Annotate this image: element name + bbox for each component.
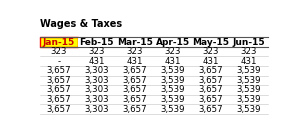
- Text: 3,657: 3,657: [46, 95, 71, 104]
- Text: Feb-15: Feb-15: [80, 38, 114, 47]
- Text: 3,657: 3,657: [46, 66, 71, 75]
- Text: 3,657: 3,657: [198, 85, 223, 94]
- Text: 3,539: 3,539: [160, 85, 185, 94]
- Text: 3,657: 3,657: [46, 85, 71, 94]
- Text: 3,303: 3,303: [85, 95, 109, 104]
- Text: Wages & Taxes: Wages & Taxes: [40, 19, 122, 29]
- Text: 431: 431: [164, 57, 181, 66]
- Text: 3,657: 3,657: [198, 104, 223, 114]
- Text: 3,539: 3,539: [236, 76, 261, 85]
- Text: 431: 431: [88, 57, 105, 66]
- Text: 3,539: 3,539: [236, 104, 261, 114]
- Text: 3,657: 3,657: [122, 95, 147, 104]
- Text: 3,539: 3,539: [160, 76, 185, 85]
- Text: 3,657: 3,657: [122, 104, 147, 114]
- Text: 323: 323: [127, 47, 143, 56]
- Text: 3,657: 3,657: [198, 66, 223, 75]
- Bar: [192, 37, 230, 47]
- Text: 3,303: 3,303: [85, 66, 109, 75]
- Text: 431: 431: [240, 57, 257, 66]
- Text: 3,539: 3,539: [160, 66, 185, 75]
- Text: 3,303: 3,303: [85, 85, 109, 94]
- Text: 3,657: 3,657: [198, 95, 223, 104]
- Text: 3,657: 3,657: [122, 85, 147, 94]
- Text: 3,539: 3,539: [160, 95, 185, 104]
- Text: 323: 323: [164, 47, 181, 56]
- Text: 3,539: 3,539: [236, 66, 261, 75]
- Text: Mar-15: Mar-15: [117, 38, 153, 47]
- Text: 3,657: 3,657: [122, 76, 147, 85]
- Text: 3,303: 3,303: [85, 104, 109, 114]
- Text: 431: 431: [202, 57, 219, 66]
- Text: 3,539: 3,539: [236, 85, 261, 94]
- Text: May-15: May-15: [192, 38, 229, 47]
- Text: Apr-15: Apr-15: [156, 38, 190, 47]
- Text: 323: 323: [88, 47, 105, 56]
- Text: 3,539: 3,539: [236, 95, 261, 104]
- Bar: [116, 37, 154, 47]
- Text: 431: 431: [127, 57, 143, 66]
- Text: Jun-15: Jun-15: [232, 38, 265, 47]
- Text: 323: 323: [51, 47, 67, 56]
- FancyBboxPatch shape: [40, 37, 78, 47]
- Bar: [78, 37, 116, 47]
- Text: 3,657: 3,657: [122, 66, 147, 75]
- Text: 3,657: 3,657: [46, 76, 71, 85]
- Text: 323: 323: [240, 47, 257, 56]
- Text: 323: 323: [202, 47, 219, 56]
- Text: Jan-15: Jan-15: [43, 38, 75, 47]
- Text: 3,657: 3,657: [198, 76, 223, 85]
- Bar: [154, 37, 192, 47]
- Text: -: -: [57, 57, 60, 66]
- Text: 3,539: 3,539: [160, 104, 185, 114]
- Bar: [230, 37, 268, 47]
- Text: 3,303: 3,303: [85, 76, 109, 85]
- Text: 3,657: 3,657: [46, 104, 71, 114]
